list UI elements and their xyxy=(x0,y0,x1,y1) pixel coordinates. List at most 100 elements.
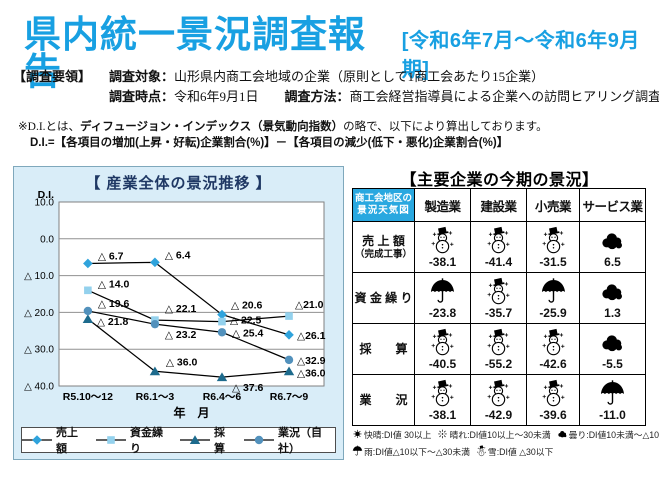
svg-text:0.0: 0.0 xyxy=(40,234,54,245)
umbrella-icon xyxy=(352,445,363,457)
weather-cell: -55.2 xyxy=(470,323,527,375)
umbrella-icon xyxy=(540,277,567,306)
weather-legend-item: 曇り:DI値10未満～△10未満 xyxy=(557,430,659,440)
weather-row: 業 況 -38.1 -42.9 -39.6 -11.0 xyxy=(352,374,646,426)
weather-legend-text: 雪:DI値 △30以下 xyxy=(487,446,554,457)
legend-item-1: 売上額 xyxy=(22,424,83,456)
sunny-icon xyxy=(437,428,448,440)
survey-target-value: 山形県内商工会地域の企業（原則として1商工会あたり15企業） xyxy=(174,69,545,84)
snowman-icon xyxy=(429,328,456,357)
svg-text:年 月: 年 月 xyxy=(173,405,209,420)
weather-cell: -42.6 xyxy=(526,323,580,375)
svg-text:△ 20.6: △ 20.6 xyxy=(231,300,263,312)
snowman-icon xyxy=(540,226,567,255)
survey-line2: 調査時点：令和6年9月1日 調査方法：商工会経営指導員による企業への訪問ヒアリング… xyxy=(109,87,659,107)
svg-text:△ 14.0: △ 14.0 xyxy=(98,278,130,290)
svg-text:△ 30.0: △ 30.0 xyxy=(24,345,54,356)
svg-text:△ 6.7: △ 6.7 xyxy=(98,250,124,262)
weather-table-head: 商工会地区の 景況天気図 製造業 建設業 小売業 サービス業 xyxy=(352,188,646,222)
weather-table-body: 売 上 額（完成工事） -38.1 -41.4 -31.5 6.5 資 金 繰 り -23.… xyxy=(352,221,646,426)
weather-di-value: 6.5 xyxy=(604,255,621,270)
survey-time-value: 令和6年9月1日 xyxy=(174,88,259,104)
weather-di-value: -38.1 xyxy=(428,255,457,270)
weather-di-value: -5.5 xyxy=(602,357,623,372)
svg-text:△ 22.1: △ 22.1 xyxy=(165,303,197,315)
svg-text:△ 6.4: △ 6.4 xyxy=(165,249,191,261)
weather-cell: -5.5 xyxy=(579,323,646,375)
legend-item-4: 業況（自社） xyxy=(243,424,335,456)
survey-section-label: 【調査要領】 xyxy=(13,69,92,84)
legend-label: 業況（自社） xyxy=(277,427,322,455)
sun-icon xyxy=(352,428,363,440)
chart-title: 【 産業全体の景況推移 】 xyxy=(85,175,272,192)
report-period: [令和6年7月～令和6年9月期] xyxy=(401,30,640,81)
di-note-term: ディフュージョン・インデックス（景気動向指数） xyxy=(80,121,344,133)
svg-text:△ 23.2: △ 23.2 xyxy=(165,329,197,341)
svg-text:R5.10～12: R5.10～12 xyxy=(63,391,113,403)
svg-text:△21.0: △21.0 xyxy=(295,299,324,311)
weather-legend-item: 晴れ:DI値10以上～30未満 xyxy=(437,428,551,440)
svg-text:△ 22.5: △ 22.5 xyxy=(230,315,262,327)
weather-legend-item: 雨:DI値△10以下～△30未満 xyxy=(352,445,470,457)
svg-text:R6.1～3: R6.1～3 xyxy=(136,391,175,403)
weather-cell: -38.1 xyxy=(414,221,471,273)
weather-row: 売 上 額（完成工事） -38.1 -41.4 -31.5 6.5 xyxy=(352,221,646,273)
weather-col-header: 製造業 xyxy=(414,188,471,222)
legend-label: 採算 xyxy=(213,427,225,455)
weather-row-label: 業 況 xyxy=(352,374,415,426)
weather-legend-item: 快晴:DI値 30以上 xyxy=(352,430,431,440)
weather-cell: -31.5 xyxy=(526,221,580,273)
survey-line1: 【調査要領】 調査対象：山形県内商工会地域の企業（原則として1商工会あたり15企業… xyxy=(13,67,659,87)
di-note-suffix: の略で、以下により算出しております。 xyxy=(343,121,548,133)
di-note-formula: D.I.=【各項目の増加(上昇・好転)企業割合(%)】－【各項目の減少(低下・悪… xyxy=(30,137,509,150)
weather-col-header: 小売業 xyxy=(526,188,580,222)
svg-text:R6.7～9: R6.7～9 xyxy=(270,391,309,403)
svg-text:△ 19.6: △ 19.6 xyxy=(98,298,130,310)
svg-text:△ 25.4: △ 25.4 xyxy=(232,327,264,339)
snowman-icon xyxy=(485,277,512,306)
survey-time-label: 調査時点： xyxy=(109,88,175,104)
weather-row-label: 資 金 繰 り xyxy=(352,272,415,324)
cloud-icon xyxy=(557,428,568,440)
weather-row: 採 算 -40.5 -55.2 -42.6 -5.5 xyxy=(352,323,646,375)
weather-di-value: -35.7 xyxy=(484,306,513,321)
weather-cell: -41.4 xyxy=(470,221,527,273)
umbrella-icon xyxy=(429,277,456,306)
legend-label: 資金繰り xyxy=(129,427,163,455)
weather-legend-text: 曇り:DI値10未満～△10未満 xyxy=(568,430,659,440)
svg-text:△ 20.0: △ 20.0 xyxy=(24,308,54,319)
svg-text:D.I.: D.I. xyxy=(38,189,54,201)
survey-target-label: 調査対象： xyxy=(109,69,175,84)
trend-chart: 10.0 0.0 △ 10.0 △ 20.0 △ 30.0 △ 40.0 D.I. R5.10… xyxy=(24,189,326,420)
di-note-line1: ※D.I.とは、ディフュージョン・インデックス（景気動向指数）の略で、以下により… xyxy=(18,119,548,135)
weather-di-value: -41.4 xyxy=(484,255,513,270)
weather-di-value: -39.6 xyxy=(539,408,567,423)
umbrella-icon xyxy=(599,379,626,408)
weather-cell: -39.6 xyxy=(526,374,580,426)
weather-row: 資 金 繰 り -23.8 -35.7 -25.9 1.3 xyxy=(352,272,646,324)
weather-cell: -38.1 xyxy=(414,374,471,426)
svg-text:△36.0: △36.0 xyxy=(297,367,326,379)
di-note-prefix: ※D.I.とは、 xyxy=(18,121,81,133)
weather-cell: -23.8 xyxy=(414,272,471,324)
weather-di-value: -40.5 xyxy=(428,357,457,372)
snowman-icon xyxy=(540,379,567,408)
weather-col-header: サービス業 xyxy=(579,188,646,222)
cloud-icon xyxy=(599,277,626,306)
triangle-marker-icon xyxy=(179,434,210,446)
square-marker-icon xyxy=(95,434,126,446)
diamond-marker-icon xyxy=(22,434,52,446)
weather-di-value: -55.2 xyxy=(484,357,513,372)
survey-method-label: 調査方法： xyxy=(284,88,350,104)
weather-di-value: 1.3 xyxy=(604,306,621,321)
weather-legend-text: 雨:DI値△10以下～△30未満 xyxy=(364,446,470,457)
svg-text:△ 37.6: △ 37.6 xyxy=(232,382,264,394)
weather-legend-item: 雪:DI値 △30以下 xyxy=(476,445,554,457)
weather-legend-line1: 快晴:DI値 30以上 晴れ:DI値10以上～30未満 曇り:DI値10未満～△10… xyxy=(352,427,659,444)
svg-text:△ 10.0: △ 10.0 xyxy=(24,271,54,282)
weather-di-value: -38.1 xyxy=(428,408,457,423)
svg-text:10.0: 10.0 xyxy=(35,198,55,209)
weather-cell: -11.0 xyxy=(579,374,646,426)
chart-legend: 売上額 資金繰り 採算 業況（自社） xyxy=(21,424,336,456)
survey-outline: 【調査要領】 調査対象：山形県内商工会地域の企業（原則として1商工会あたり15企業… xyxy=(13,67,659,106)
